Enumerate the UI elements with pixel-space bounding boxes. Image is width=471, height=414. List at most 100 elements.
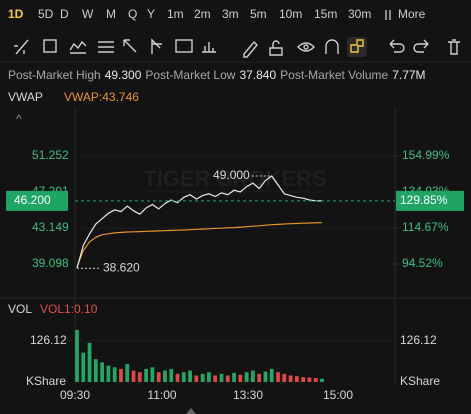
link-tool[interactable] (350, 39, 364, 53)
vol-tick-label: 126.12 (400, 333, 437, 347)
watermark: TIGER BROKERS (143, 166, 326, 191)
vol-indicator-value: VOL1:0.10 (40, 302, 98, 316)
timeframe-tab[interactable]: 2m (194, 7, 211, 21)
redo[interactable] (413, 39, 429, 53)
volume-bar (307, 377, 312, 382)
timeframe-tab[interactable]: 5D (38, 7, 54, 21)
volume-bar (75, 329, 79, 382)
volume-bar (207, 372, 211, 382)
volume-bar (313, 378, 318, 382)
volume-bar (225, 375, 230, 382)
volume-bar (169, 368, 174, 382)
fib-tool[interactable] (98, 41, 114, 53)
y-tick-label: 51.252 (32, 148, 69, 162)
volume-bar (244, 372, 249, 382)
volume-bar (238, 374, 243, 382)
drawing-toolbar[interactable] (14, 37, 460, 58)
pen-tool[interactable] (243, 40, 258, 58)
volume-bar (219, 373, 224, 382)
volume-bar (232, 372, 236, 382)
volume-bar (150, 367, 155, 382)
high-label: 49.000 (213, 168, 250, 182)
info-value: 49.300 (105, 68, 142, 82)
timeframe-tab[interactable]: W (82, 7, 94, 21)
volume-bar (257, 373, 262, 382)
timeframe-tab[interactable]: M (106, 7, 116, 21)
volume-bar (81, 352, 86, 382)
info-label: Post-Market Volume (280, 68, 388, 82)
volume-bar (137, 372, 142, 382)
current-price-box (6, 190, 68, 211)
arrow-tool[interactable] (123, 39, 137, 53)
info-label: Post-Market Low (145, 68, 235, 82)
undo[interactable] (389, 39, 405, 53)
time-label: 15:00 (323, 388, 353, 402)
low-label: 38.620 (103, 260, 140, 274)
volume-bar (106, 365, 111, 382)
timeframe-tab[interactable]: 3m (222, 7, 239, 21)
volume-bar (301, 377, 306, 382)
lock-tool[interactable] (269, 40, 283, 56)
line-tool[interactable] (14, 39, 29, 55)
volume-bar (213, 375, 218, 382)
measure-tool[interactable] (202, 42, 216, 53)
more-icon (385, 10, 391, 20)
volume-bar (87, 342, 92, 382)
volume-bar (181, 372, 186, 382)
timeframe-tab[interactable]: 1m (167, 7, 184, 21)
wave-tool[interactable] (69, 40, 87, 54)
indicator-value: VWAP:43.746 (64, 90, 139, 104)
volume-bar (194, 375, 199, 382)
indicator-name: VWAP (8, 90, 43, 104)
timeframe-tab[interactable]: 1D (8, 7, 24, 21)
eye-tool[interactable] (297, 42, 315, 52)
time-label: 13:30 (233, 388, 263, 402)
pitchfork-tool[interactable] (151, 38, 162, 54)
vol-tick-label: 126.12 (30, 333, 67, 347)
volume-bar (251, 370, 255, 382)
time-label: 11:00 (147, 388, 176, 402)
volume-bar (125, 364, 130, 382)
rect-tool[interactable] (43, 39, 57, 53)
y2-tick-label: 114.67% (402, 220, 449, 234)
volume-bar (163, 370, 167, 382)
delete[interactable] (448, 39, 460, 55)
vol-unit: KShare (400, 374, 440, 388)
magnet-tool[interactable] (325, 39, 339, 54)
y2-tick-label: 94.52% (402, 256, 443, 270)
scroll-handle[interactable] (186, 408, 196, 414)
current-pct: 129.85% (400, 193, 448, 207)
volume-bar (100, 362, 105, 382)
post-market-info: Post-Market High 49.300 Post-Market Low 37.… (8, 68, 426, 82)
timeframe-tab[interactable]: Q (128, 7, 137, 21)
price-line (76, 175, 322, 269)
timeframe-tab[interactable]: D (60, 7, 69, 21)
volume-bar (144, 368, 148, 382)
current-pct-box (396, 190, 464, 211)
volume-bar (131, 370, 136, 382)
y-tick-label: 39.098 (32, 256, 69, 270)
volume-bar (119, 368, 123, 382)
time-label: 09:30 (60, 388, 90, 402)
vol-unit: KShare (26, 374, 66, 388)
timeframe-tab[interactable]: 15m (314, 7, 337, 21)
volume-bar (93, 359, 98, 382)
volume-bar (263, 371, 268, 382)
collapse[interactable]: ^ (16, 112, 22, 126)
volume-bar (282, 373, 287, 382)
info-label: Post-Market High (8, 68, 101, 82)
volume-bar (156, 372, 161, 382)
text-tool[interactable] (175, 39, 193, 53)
volume-bar (294, 376, 299, 382)
timeframe-tab[interactable]: 5m (250, 7, 267, 21)
volume-bar (112, 367, 117, 382)
timeframe-tab[interactable]: 10m (279, 7, 302, 21)
timeframe-tab[interactable]: Y (147, 7, 155, 21)
vwap-line (76, 222, 323, 267)
vol-indicator: VOL (8, 302, 32, 316)
timeframe-tab[interactable]: 30m (348, 7, 371, 21)
volume-bar (288, 375, 293, 382)
timeframe-tab[interactable]: More (398, 7, 426, 21)
info-value: 37.840 (239, 68, 276, 82)
